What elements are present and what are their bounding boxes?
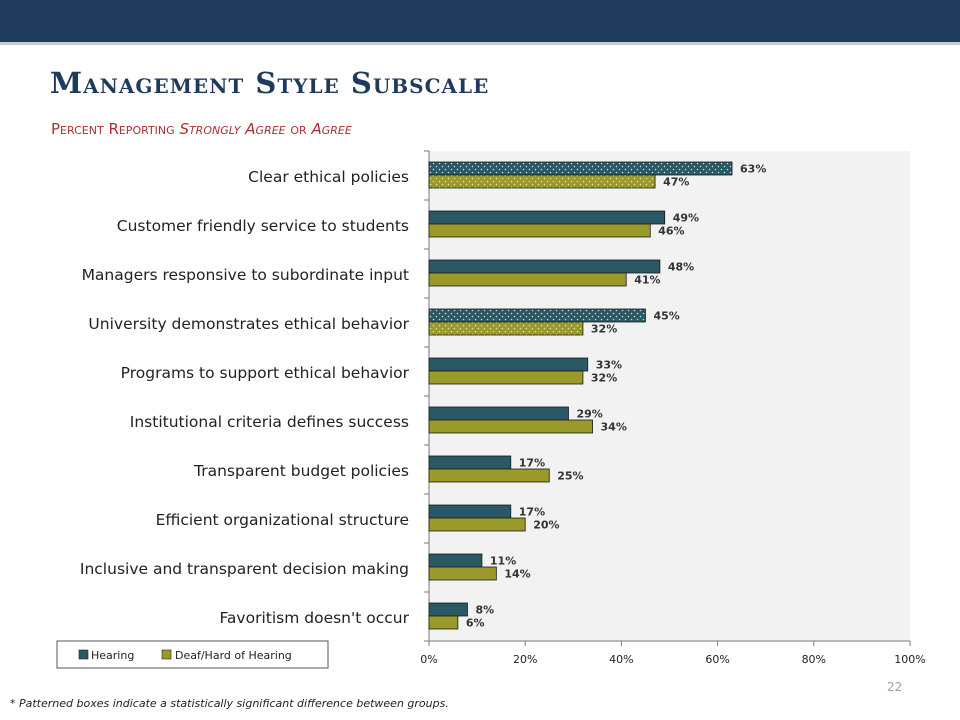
value-label-deaf: 34% [601, 421, 627, 434]
bar-deaf [428, 272, 627, 287]
value-label-hearing: 48% [668, 261, 694, 274]
bar-hearing [428, 357, 589, 372]
subtitle-part-3: or [285, 120, 312, 138]
subtitle-part-2: Strongly Agree [179, 120, 286, 138]
value-label-deaf: 6% [466, 617, 485, 630]
x-tick-label: 40% [609, 653, 633, 666]
category-label: Customer friendly service to students [117, 217, 409, 235]
bar-deaf [428, 566, 497, 581]
value-label-hearing: 11% [490, 555, 516, 568]
bar-hearing [428, 455, 512, 470]
bar-deaf [428, 419, 593, 434]
bar-deaf [428, 468, 550, 483]
value-label-deaf: 32% [591, 372, 617, 385]
legend-box [56, 640, 329, 669]
value-label-hearing: 17% [519, 457, 545, 470]
bar-hearing [428, 259, 661, 274]
bar-hearing [428, 504, 512, 519]
value-label-deaf: 32% [591, 323, 617, 336]
bar-hearing [428, 308, 646, 323]
bar-deaf [428, 223, 651, 238]
category-label: Programs to support ethical behavior [121, 364, 410, 382]
x-tick-label: 60% [705, 653, 729, 666]
category-label: Transparent budget policies [193, 462, 409, 480]
bar-deaf [428, 321, 584, 336]
category-label: Managers responsive to subordinate input [82, 266, 409, 284]
bar-deaf [428, 370, 584, 385]
value-label-deaf: 14% [504, 568, 530, 581]
legend-label-deaf: Deaf/Hard of Hearing [175, 649, 292, 662]
value-label-hearing: 33% [596, 359, 622, 372]
value-label-deaf: 47% [663, 176, 689, 189]
bar-hearing [428, 602, 468, 617]
value-label-hearing: 8% [475, 604, 494, 617]
value-label-deaf: 25% [557, 470, 583, 483]
legend-swatch-deaf [161, 649, 172, 660]
bar-hearing [428, 210, 666, 225]
footnote: * Patterned boxes indicate a statistical… [10, 697, 449, 710]
page-number: 22 [887, 680, 903, 694]
header-divider [0, 42, 960, 45]
value-label-hearing: 45% [653, 310, 679, 323]
category-label: Clear ethical policies [248, 168, 409, 186]
category-label: Inclusive and transparent decision makin… [80, 560, 409, 578]
bar-hearing [428, 161, 733, 176]
value-label-deaf: 41% [634, 274, 660, 287]
bar-deaf [428, 517, 526, 532]
bar-deaf [428, 615, 459, 630]
value-label-hearing: 29% [576, 408, 602, 421]
category-label: Institutional criteria defines success [130, 413, 409, 431]
subtitle-part-4: Agree [311, 120, 352, 138]
legend-label-hearing: Hearing [91, 649, 134, 662]
bar-hearing [428, 553, 483, 568]
bar-hearing [428, 406, 569, 421]
x-tick-label: 80% [802, 653, 826, 666]
legend-swatch-hearing [78, 649, 89, 660]
value-label-hearing: 63% [740, 163, 766, 176]
slide-title: Management Style Subscale [50, 66, 490, 100]
header-bar [0, 0, 960, 42]
subtitle-part-1: Percent Reporting [51, 120, 180, 138]
x-tick-label: 20% [513, 653, 537, 666]
category-label: Favoritism doesn't occur [219, 609, 409, 627]
x-tick-label: 100% [894, 653, 925, 666]
category-label: Efficient organizational structure [156, 511, 409, 529]
slide-subtitle: Percent Reporting Strongly Agree or Agre… [51, 120, 352, 138]
value-label-deaf: 46% [658, 225, 684, 238]
value-label-deaf: 20% [533, 519, 559, 532]
category-label: University demonstrates ethical behavior [88, 315, 409, 333]
value-label-hearing: 49% [673, 212, 699, 225]
value-label-hearing: 17% [519, 506, 545, 519]
chart-legend: Hearing Deaf/Hard of Hearing [56, 640, 329, 669]
bar-deaf [428, 174, 656, 189]
x-tick-label: 0% [420, 653, 437, 666]
